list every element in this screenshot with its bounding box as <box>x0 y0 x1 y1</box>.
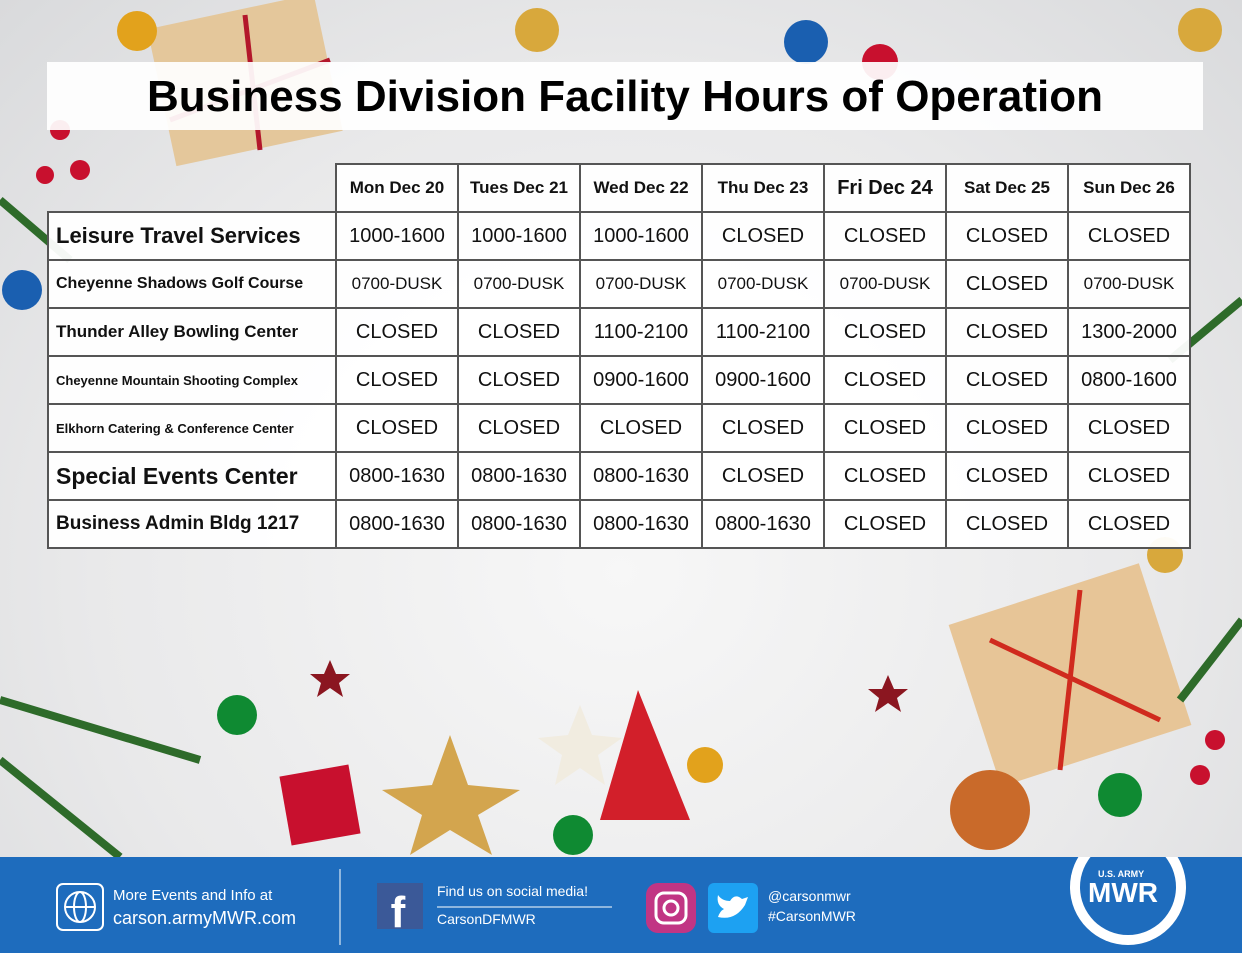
hours-cell: 0700-DUSK <box>579 259 703 309</box>
hours-cell: 0800-1630 <box>335 499 459 549</box>
hours-cell: 0700-DUSK <box>1067 259 1191 309</box>
hours-cell: CLOSED <box>823 307 947 357</box>
facility-row: Cheyenne Shadows Golf Course 0700-DUSK 070… <box>47 259 1191 309</box>
facility-name: Thunder Alley Bowling Center <box>47 307 337 357</box>
footer: f More Events and Info at carson.armyMWR… <box>0 857 1242 953</box>
hours-cell: 1000-1600 <box>579 211 703 261</box>
hours-cell: CLOSED <box>945 451 1069 501</box>
svg-text:f: f <box>391 888 406 937</box>
facility-row: Special Events Center 0800-1630 0800-1630 0… <box>47 451 1191 501</box>
hours-cell: CLOSED <box>945 307 1069 357</box>
facility-row: Leisure Travel Services 1000-1600 1000-160… <box>47 211 1191 261</box>
day-header: Mon Dec 20 <box>335 163 459 213</box>
facility-name: Leisure Travel Services <box>47 211 337 261</box>
hours-cell: CLOSED <box>701 451 825 501</box>
hours-cell: 0900-1600 <box>701 355 825 405</box>
footer-icons: f <box>56 857 1186 945</box>
hours-cell: CLOSED <box>945 499 1069 549</box>
hashtag[interactable]: #CarsonMWR <box>768 908 856 924</box>
hours-cell: CLOSED <box>823 355 947 405</box>
hours-cell: CLOSED <box>823 451 947 501</box>
logo-main: MWR <box>1088 877 1158 908</box>
hours-cell: 0800-1630 <box>701 499 825 549</box>
hours-cell: 0700-DUSK <box>823 259 947 309</box>
day-header: Tues Dec 21 <box>457 163 581 213</box>
hours-cell: 0800-1630 <box>335 451 459 501</box>
facility-row: Thunder Alley Bowling Center CLOSED CLOSED… <box>47 307 1191 357</box>
hours-cell: 0800-1600 <box>1067 355 1191 405</box>
facility-row: Cheyenne Mountain Shooting Complex CLOSED… <box>47 355 1191 405</box>
social-text: Find us on social media! <box>437 883 588 899</box>
hours-cell: 1100-2100 <box>701 307 825 357</box>
web-url[interactable]: carson.armyMWR.com <box>113 908 297 928</box>
day-header: Sat Dec 25 <box>945 163 1069 213</box>
hours-cell: 1300-2000 <box>1067 307 1191 357</box>
hours-cell: CLOSED <box>945 355 1069 405</box>
hours-cell: CLOSED <box>823 499 947 549</box>
hours-cell: 0800-1630 <box>579 499 703 549</box>
title: Business Division Facility Hours of Oper… <box>47 62 1203 130</box>
day-header: Fri Dec 24 <box>823 163 947 213</box>
hours-cell: 0700-DUSK <box>457 259 581 309</box>
facility-name: Business Admin Bldg 1217 <box>47 499 337 549</box>
hours-cell: 1000-1600 <box>457 211 581 261</box>
hours-cell: CLOSED <box>457 307 581 357</box>
hours-cell: CLOSED <box>335 403 459 453</box>
facility-name: Elkhorn Catering & Conference Center <box>47 403 337 453</box>
hours-cell: CLOSED <box>701 403 825 453</box>
hours-cell: 1100-2100 <box>579 307 703 357</box>
hours-cell: CLOSED <box>335 307 459 357</box>
facebook-name[interactable]: CarsonDFMWR <box>437 911 536 927</box>
hours-cell: CLOSED <box>1067 403 1191 453</box>
facility-name: Special Events Center <box>47 451 337 501</box>
hours-cell: CLOSED <box>1067 211 1191 261</box>
corner <box>48 164 336 212</box>
facility-row: Business Admin Bldg 1217 0800-1630 0800-16… <box>47 499 1191 549</box>
hours-cell: CLOSED <box>579 403 703 453</box>
hours-cell: CLOSED <box>457 355 581 405</box>
facility-row: Elkhorn Catering & Conference Center CLOS… <box>47 403 1191 453</box>
facility-name: Cheyenne Shadows Golf Course <box>47 259 337 309</box>
hours-cell: CLOSED <box>823 211 947 261</box>
hours-cell: CLOSED <box>945 403 1069 453</box>
hours-cell: CLOSED <box>335 355 459 405</box>
hours-cell: 0800-1630 <box>457 499 581 549</box>
hours-cell: CLOSED <box>1067 451 1191 501</box>
hours-cell: CLOSED <box>823 403 947 453</box>
hours-table: Mon Dec 20 Tues Dec 21 Wed Dec 22 Thu Dec 2… <box>47 163 1191 549</box>
header-row: Mon Dec 20 Tues Dec 21 Wed Dec 22 Thu Dec 2… <box>48 163 1191 213</box>
hours-cell: 0900-1600 <box>579 355 703 405</box>
facility-name: Cheyenne Mountain Shooting Complex <box>47 355 337 405</box>
handle[interactable]: @carsonmwr <box>768 888 851 904</box>
web-text: More Events and Info at <box>113 887 273 904</box>
day-header: Wed Dec 22 <box>579 163 703 213</box>
hours-cell: 0700-DUSK <box>701 259 825 309</box>
day-header: Sun Dec 26 <box>1067 163 1191 213</box>
hours-cell: 1000-1600 <box>335 211 459 261</box>
hours-cell: CLOSED <box>945 211 1069 261</box>
logo-top: U.S. ARMY <box>1098 869 1145 879</box>
hours-cell: CLOSED <box>457 403 581 453</box>
hours-cell: CLOSED <box>1067 499 1191 549</box>
day-header: Thu Dec 23 <box>701 163 825 213</box>
hours-cell: CLOSED <box>945 259 1069 309</box>
hours-cell: CLOSED <box>701 211 825 261</box>
hours-cell: 0700-DUSK <box>335 259 459 309</box>
hours-cell: 0800-1630 <box>457 451 581 501</box>
hours-cell: 0800-1630 <box>579 451 703 501</box>
